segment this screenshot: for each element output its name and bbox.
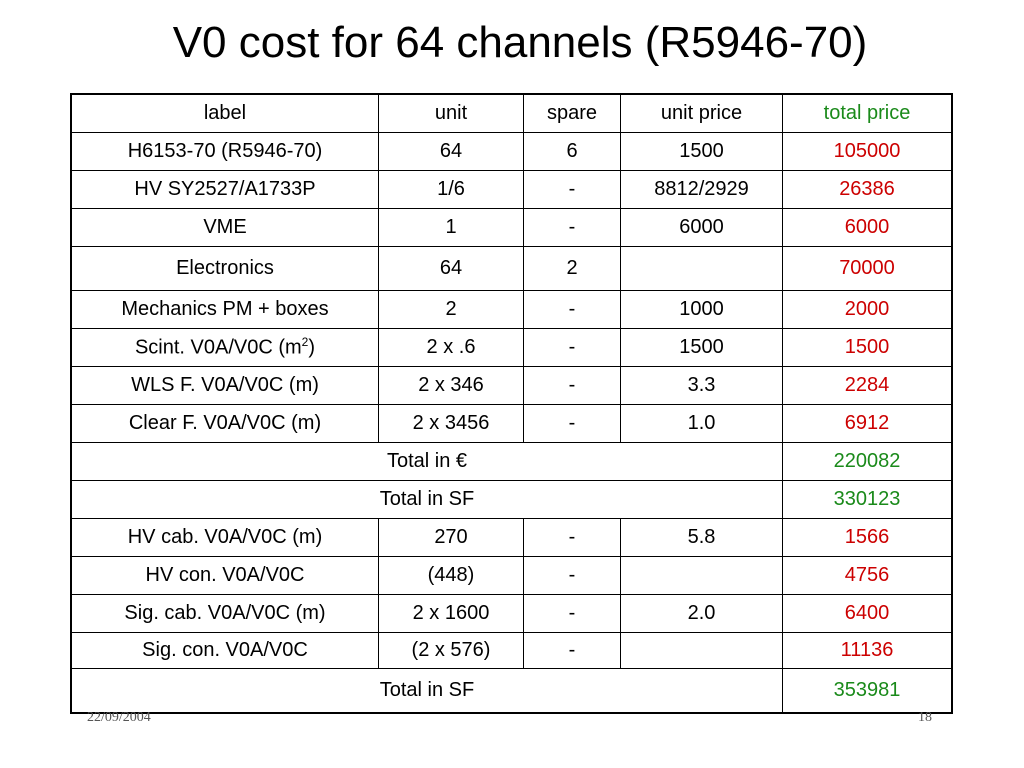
footer-page: 18 — [918, 710, 932, 725]
table-cell: 1.0 — [620, 403, 783, 443]
table-cell: - — [523, 169, 621, 209]
table-cell: 6000 — [620, 207, 783, 247]
table-cell: 1500 — [620, 327, 783, 367]
table-cell: 26386 — [782, 169, 953, 209]
table-cell: - — [523, 631, 621, 669]
table-cell: H6153-70 (R5946-70) — [70, 131, 379, 171]
table-cell: WLS F. V0A/V0C (m) — [70, 365, 379, 405]
cell-text: Scint. V0A/V0C (m — [134, 336, 302, 359]
table-cell: 330123 — [782, 479, 953, 519]
table-cell: - — [523, 517, 621, 557]
table-cell: (2 x 576) — [378, 631, 524, 669]
table-cell: 1500 — [620, 131, 783, 171]
table-cell: Mechanics PM + boxes — [70, 289, 379, 329]
table-row: Total in €220082 — [70, 441, 953, 481]
table-cell: 353981 — [782, 667, 953, 714]
cell-text: ) — [308, 336, 316, 359]
table-cell: spare — [523, 93, 621, 133]
table-cell: Clear F. V0A/V0C (m) — [70, 403, 379, 443]
table-row: Sig. con. V0A/V0C (2 x 576) - 11136 — [70, 631, 953, 669]
table-cell: 220082 — [782, 441, 953, 481]
table-cell: Total in € — [70, 441, 783, 481]
table-cell: 6400 — [782, 593, 953, 633]
table-row: Total in SF 353981 — [70, 667, 953, 714]
table-row: H6153-70 (R5946-70) 64 6 1500 105000 — [70, 131, 953, 171]
table-cell: (448) — [378, 555, 524, 595]
table-cell: - — [523, 593, 621, 633]
table-cell: 8812/2929 — [620, 169, 783, 209]
table-cell: 4756 — [782, 555, 953, 595]
table-cell: VME — [70, 207, 379, 247]
table-cell: - — [523, 207, 621, 247]
table-cell: HV SY2527/A1733P — [70, 169, 379, 209]
table-cell: Total in SF — [70, 667, 783, 714]
table-row: WLS F. V0A/V0C (m) 2 x 346-3.3 2284 — [70, 365, 953, 405]
table-cell: Sig. con. V0A/V0C — [70, 631, 379, 669]
table-cell: 2 x 3456 — [378, 403, 524, 443]
table-row: Total in SF 330123 — [70, 479, 953, 519]
table-cell: 1566 — [782, 517, 953, 557]
table-row: HV SY2527/A1733P 1/6-8812/2929 26386 — [70, 169, 953, 209]
table-cell: 2000 — [782, 289, 953, 329]
table-cell: 105000 — [782, 131, 953, 171]
table-row: VME 1-6000 6000 — [70, 207, 953, 247]
table-cell — [620, 631, 783, 669]
table-cell: 1500 — [782, 327, 953, 367]
table-cell: HV con. V0A/V0C — [70, 555, 379, 595]
table-row: Sig. cab. V0A/V0C (m) 2 x 1600-2.0 6400 — [70, 593, 953, 633]
table-cell: Electronics — [70, 245, 379, 291]
table-cell: 1/6 — [378, 169, 524, 209]
table-cell: Sig. cab. V0A/V0C (m) — [70, 593, 379, 633]
table-cell: - — [523, 289, 621, 329]
table-cell: 270 — [378, 517, 524, 557]
table-cell: 6000 — [782, 207, 953, 247]
table-cell: 6912 — [782, 403, 953, 443]
table-cell: unit price — [620, 93, 783, 133]
table-cell: 2 x 1600 — [378, 593, 524, 633]
table-cell: 2 — [523, 245, 621, 291]
table-cell: 2 — [378, 289, 524, 329]
table-cell: Total in SF — [70, 479, 783, 519]
table-row: HV con. V0A/V0C (448) - 4756 — [70, 555, 953, 595]
cell-text: 2 — [301, 334, 309, 349]
table-cell: unit — [378, 93, 524, 133]
table-cell: - — [523, 365, 621, 405]
slide-title: V0 cost for 64 channels (R5946-70) — [172, 18, 868, 67]
table-cell: 11136 — [782, 631, 953, 669]
table-cell — [620, 555, 783, 595]
table-cell: - — [523, 327, 621, 367]
table-cell: HV cab. V0A/V0C (m) — [70, 517, 379, 557]
cost-table: label unit spare unit price total price H6153… — [70, 93, 953, 714]
table-cell: 2.0 — [620, 593, 783, 633]
table-cell: 3.3 — [620, 365, 783, 405]
table-cell: total price — [782, 93, 953, 133]
table-row: Mechanics PM + boxes 2-1000 2000 — [70, 289, 953, 329]
table-cell: - — [523, 555, 621, 595]
footer-date: 22/09/2004 — [87, 710, 151, 725]
table-cell: 2 x .6 — [378, 327, 524, 367]
table-cell: label — [70, 93, 379, 133]
table-cell: 5.8 — [620, 517, 783, 557]
table-row: Scint. V0A/V0C (m2) 2 x .6-1500 1500 — [70, 327, 953, 367]
table-row: HV cab. V0A/V0C (m) 270-5.8 1566 — [70, 517, 953, 557]
table-cell: 2 x 346 — [378, 365, 524, 405]
table-cell: 70000 — [782, 245, 953, 291]
table-cell: 6 — [523, 131, 621, 171]
table-row: Electronics 64 2 70000 — [70, 245, 953, 291]
table-cell: 1 — [378, 207, 524, 247]
table-cell — [620, 245, 783, 291]
table-cell: 64 — [378, 245, 524, 291]
table-cell: - — [523, 403, 621, 443]
table-row: Clear F. V0A/V0C (m) 2 x 3456-1.0 6912 — [70, 403, 953, 443]
table-cell: 1000 — [620, 289, 783, 329]
header-row: label unit spare unit price total price — [70, 93, 953, 133]
table-cell: 2284 — [782, 365, 953, 405]
table-cell: Scint. V0A/V0C (m2) — [70, 327, 379, 367]
table-cell: 64 — [378, 131, 524, 171]
